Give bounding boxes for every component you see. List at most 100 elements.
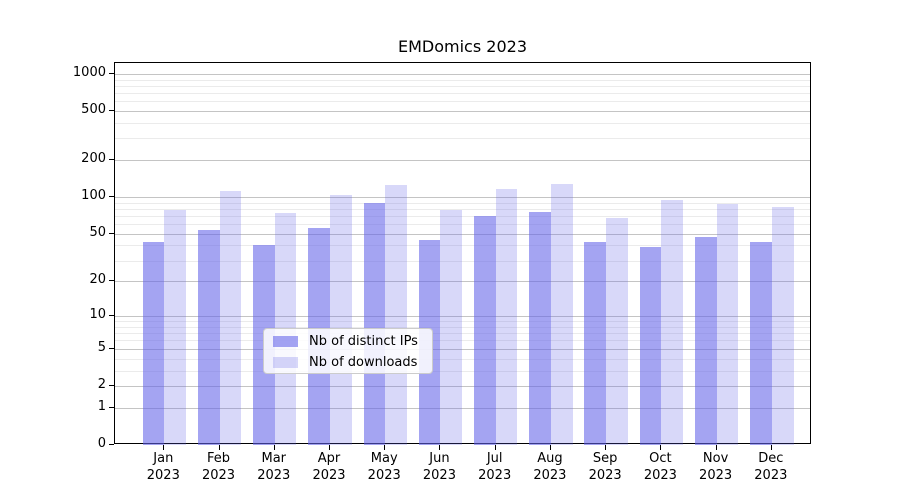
bar-downloads-dec — [771, 206, 794, 445]
gridline-major — [115, 111, 810, 113]
bar-downloads-apr — [329, 195, 352, 445]
x-tick-month: Dec — [758, 451, 784, 466]
gridline-major — [115, 197, 810, 199]
x-tick-month: Jul — [486, 451, 503, 466]
gridline-minor — [115, 333, 810, 335]
x-tick-mark — [218, 445, 220, 450]
x-tick-year: 2023 — [533, 468, 567, 483]
gridline-major — [115, 160, 810, 162]
gridline-major — [115, 385, 810, 387]
x-tick-mark — [328, 445, 330, 450]
gridline-minor — [115, 101, 810, 103]
x-axis-tick-label: Aug 2023 — [510, 450, 590, 484]
x-tick-mark — [605, 445, 607, 450]
x-tick-year: 2023 — [643, 468, 677, 483]
legend-swatch-ips — [273, 336, 298, 347]
x-tick-mark — [273, 445, 275, 450]
y-tick-mark — [109, 110, 114, 112]
legend-item: Nb of distinct IPs — [273, 333, 423, 350]
y-axis-tick-label: 50 — [89, 224, 106, 240]
gridline-major — [115, 407, 810, 409]
legend-item: Nb of downloads — [273, 354, 423, 371]
y-tick-mark — [109, 232, 114, 234]
y-axis-tick-label: 1 — [97, 398, 106, 414]
x-tick-month: Nov — [702, 451, 729, 466]
x-tick-mark — [770, 445, 772, 450]
gridline-minor — [115, 202, 810, 204]
x-axis-tick-label: Jul 2023 — [455, 450, 535, 484]
y-tick-mark — [109, 384, 114, 386]
x-tick-year: 2023 — [146, 468, 180, 483]
legend: Nb of distinct IPs Nb of downloads — [263, 328, 433, 374]
x-tick-month: Jun — [429, 451, 450, 466]
gridline-minor — [115, 370, 810, 372]
gridline-major — [115, 233, 810, 235]
y-tick-mark — [109, 315, 114, 317]
gridline-major — [115, 348, 810, 350]
x-tick-mark — [715, 445, 717, 450]
y-tick-mark — [109, 72, 114, 74]
x-tick-month: Aug — [537, 451, 563, 466]
bar-downloads-may — [385, 184, 407, 445]
x-tick-month: Apr — [317, 451, 341, 466]
y-axis-tick-label: 2 — [97, 376, 106, 392]
bar-ips-may — [363, 203, 386, 445]
y-tick-mark — [109, 159, 114, 161]
gridline-major — [115, 73, 810, 75]
x-axis-tick-label: Feb 2023 — [179, 450, 259, 484]
y-tick-mark — [109, 347, 114, 349]
gridline-minor — [115, 138, 810, 140]
gridline-minor — [115, 340, 810, 342]
bar-ips-nov — [694, 237, 717, 445]
gridline-minor — [115, 208, 810, 210]
x-tick-year: 2023 — [754, 468, 788, 483]
x-axis-tick-label: Sep 2023 — [565, 450, 645, 484]
x-tick-mark — [163, 445, 165, 450]
y-tick-mark — [109, 196, 114, 198]
gridline-minor — [115, 92, 810, 94]
x-tick-month: Sep — [592, 451, 618, 466]
x-axis-tick-label: May 2023 — [344, 450, 424, 484]
x-axis-tick-label: Apr 2023 — [289, 450, 369, 484]
x-tick-month: May — [370, 451, 398, 466]
x-tick-mark — [549, 445, 551, 450]
x-tick-year: 2023 — [312, 468, 346, 483]
plot-area — [114, 62, 811, 445]
bar-downloads-nov — [716, 204, 739, 445]
gridline-major — [115, 316, 810, 318]
x-axis-tick-label: Mar 2023 — [234, 450, 314, 484]
bar-downloads-sep — [606, 218, 628, 445]
bar-ips-oct — [639, 246, 662, 445]
bar-downloads-aug — [550, 184, 573, 445]
x-tick-month: Oct — [649, 451, 672, 466]
x-tick-year: 2023 — [478, 468, 512, 483]
y-axis-tick-label: 500 — [81, 102, 106, 118]
gridline-minor — [115, 224, 810, 226]
gridline-minor — [115, 245, 810, 247]
y-axis-tick-label: 10 — [89, 307, 106, 323]
bar-downloads-feb — [219, 191, 242, 445]
gridline-minor — [115, 321, 810, 323]
legend-label: Nb of distinct IPs — [309, 334, 418, 349]
x-tick-year: 2023 — [367, 468, 401, 483]
gridline-minor — [115, 326, 810, 328]
x-tick-year: 2023 — [257, 468, 291, 483]
bar-downloads-oct — [661, 199, 684, 445]
bar-ips-dec — [750, 241, 772, 445]
y-axis-tick-label: 1000 — [72, 64, 106, 80]
x-axis-tick-label: Nov 2023 — [676, 450, 756, 484]
x-tick-year: 2023 — [422, 468, 456, 483]
x-axis-tick-label: Jun 2023 — [399, 450, 479, 484]
x-axis-tick-label: Dec 2023 — [731, 450, 811, 484]
gridline-minor — [115, 85, 810, 87]
x-tick-mark — [384, 445, 386, 450]
y-axis-tick-label: 20 — [89, 272, 106, 288]
chart-title: EMDomics 2023 — [398, 37, 527, 56]
x-tick-month: Jan — [153, 451, 174, 466]
x-axis-tick-label: Oct 2023 — [620, 450, 700, 484]
y-tick-mark — [109, 444, 114, 445]
bar-ips-feb — [197, 229, 220, 445]
x-tick-year: 2023 — [588, 468, 622, 483]
bar-downloads-jul — [495, 188, 518, 445]
